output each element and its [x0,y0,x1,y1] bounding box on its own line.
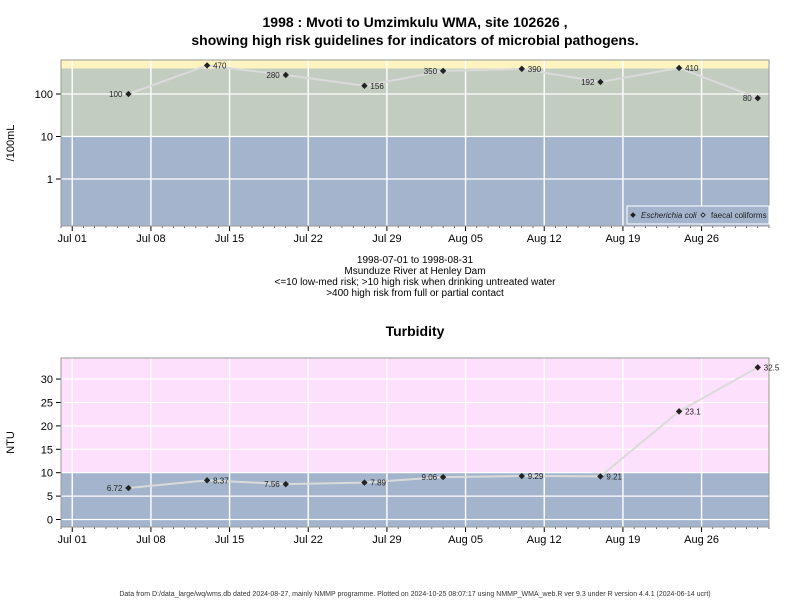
data-label: 280 [266,71,280,80]
data-point [125,484,132,492]
y-axis-label: NTU [5,431,17,454]
y-axis-label: /100mL [5,125,17,162]
plot-frame [60,59,770,227]
data-label: 7.56 [264,480,280,489]
risk-band [61,472,769,527]
x-tick-label: Aug 26 [684,534,719,546]
data-point [518,65,525,73]
caption-date-range: 1998-07-01 to 1998-08-31 [357,255,474,266]
data-point [203,62,211,69]
x-tick-label: Jul 01 [58,233,87,245]
x-tick-label: Jul 22 [294,534,323,546]
figure-title-line2: showing high risk guidelines for indicat… [191,32,638,48]
footer-note: Data from D:/data_large/wq/wms.db dated … [119,591,710,598]
legend-entry: faecal coliforms [711,211,767,220]
data-point [282,71,289,79]
microbial-chart: Jul 01 Jul 08 Jul 15 Jul 22 Jul 29 Aug 05 Aug … [5,59,770,245]
x-tick-label: Aug 05 [448,233,483,245]
x-tick-label: Jul 29 [372,534,401,546]
data-label: 9.29 [528,472,544,481]
x-tick-label: Aug 19 [605,233,640,245]
data-label: 23.1 [685,407,701,416]
data-point [361,479,368,486]
y-tick-label: 10 [41,132,53,144]
data-point [361,82,368,89]
data-label: 32.5 [764,363,780,372]
y-tick-label: 25 [41,397,53,409]
data-label: 7.89 [370,479,386,488]
x-tick-label: Aug 19 [605,534,640,546]
turbidity-title: Turbidity [386,323,445,339]
y-tick-label: 0 [47,515,53,527]
data-point [282,480,289,488]
turbidity-chart: Jul 01 Jul 08 Jul 15 Jul 22 Jul 29 Aug 05 Aug … [5,357,780,546]
data-point [675,408,683,415]
data-label: 192 [581,78,595,87]
data-label: 100 [109,90,123,99]
data-point [203,477,211,484]
legend-marker [700,212,706,218]
data-label: 390 [528,65,542,74]
x-tick-label: Jul 15 [215,534,244,546]
data-label: 410 [685,64,699,73]
y-tick-label: 20 [41,421,53,433]
x-tick-label: Jul 22 [294,233,323,245]
y-tick-label: 15 [41,444,53,456]
x-tick-label: Aug 05 [448,534,483,546]
data-label: 8.37 [213,476,229,485]
data-label: 9.21 [606,472,622,481]
y-tick-label: 10 [41,468,53,480]
y-tick-label: 30 [41,374,53,386]
risk-band [61,358,769,473]
legend-box [626,205,770,225]
x-tick-label: Aug 12 [527,233,562,245]
data-point [439,473,447,481]
y-tick-label: 1 [47,174,53,186]
x-tick-label: Jul 08 [136,534,165,546]
data-label: 6.72 [107,484,123,493]
figure-title-line1: 1998 : Mvoti to Umzimkulu WMA, site 1026… [263,14,568,30]
plot-frame [60,357,770,528]
caption-contact-risk: >400 high risk from full or partial cont… [326,288,504,299]
y-tick-label: 5 [47,491,53,503]
x-tick-label: Jul 15 [215,233,244,245]
x-tick-label: Aug 26 [684,233,719,245]
data-point [597,473,604,480]
data-label: 80 [743,94,752,103]
data-point [754,364,761,371]
risk-band [61,68,769,137]
caption-drinking-risk: <=10 low-med risk; >10 high risk when dr… [275,277,557,288]
data-label: 350 [424,67,438,76]
x-tick-label: Jul 01 [58,534,87,546]
data-point [754,94,761,102]
risk-band [61,60,769,69]
caption-site-name: Msunduze River at Henley Dam [344,266,485,277]
data-point [125,90,132,98]
legend-marker [630,212,636,218]
x-tick-label: Jul 08 [136,233,165,245]
data-label: 9.06 [422,473,438,482]
x-tick-label: Jul 29 [372,233,401,245]
data-label: 470 [213,61,227,70]
y-tick-label: 100 [35,89,53,101]
data-point [597,78,604,86]
legend-entry: Escherichia coli [641,211,697,220]
data-point [439,67,447,75]
x-tick-label: Aug 12 [527,534,562,546]
data-point [675,64,683,72]
data-point [518,472,525,480]
data-label: 156 [370,82,384,91]
